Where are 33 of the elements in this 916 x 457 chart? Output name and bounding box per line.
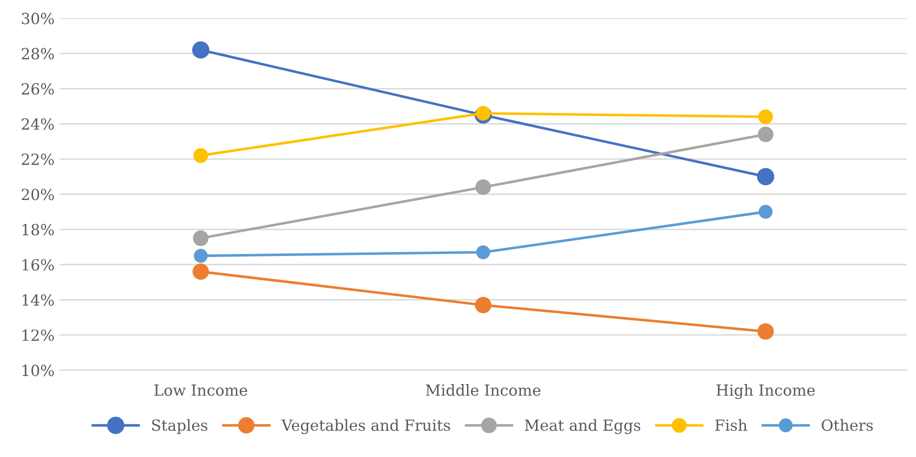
x-tick-label: Middle Income [426,384,540,396]
legend-label: Vegetables and Fruits [281,419,450,434]
point [757,323,774,340]
point [474,296,492,314]
y-tick-label: 30% [22,12,54,24]
point [476,106,491,121]
x-tick-label: Low Income [154,384,248,396]
y-tick-label: 28% [22,48,54,60]
point [192,41,210,59]
legend-label: Meat and Eggs [524,419,640,434]
point [758,126,774,142]
legend-label: Fish [715,419,748,431]
point [475,179,491,195]
y-tick-label: 18% [22,224,54,236]
legend-label: Others [822,419,873,431]
point [192,230,209,246]
x-tick-label: High Income [716,384,815,400]
point [193,148,208,163]
y-tick-label: 10% [22,364,54,376]
point [758,109,773,124]
point [192,263,209,280]
y-tick-label: 20% [22,188,54,200]
y-tick-label: 22% [22,154,54,166]
point [758,204,773,219]
y-tick-label: 26% [22,83,54,95]
y-tick-label: 16% [22,259,54,271]
point [476,245,490,260]
point [757,168,774,186]
legend-label: Staples [152,419,208,434]
y-tick-label: 24% [22,118,54,130]
y-tick-label: 12% [22,329,54,342]
point [194,248,208,263]
y-tick-label: 14% [22,294,54,306]
